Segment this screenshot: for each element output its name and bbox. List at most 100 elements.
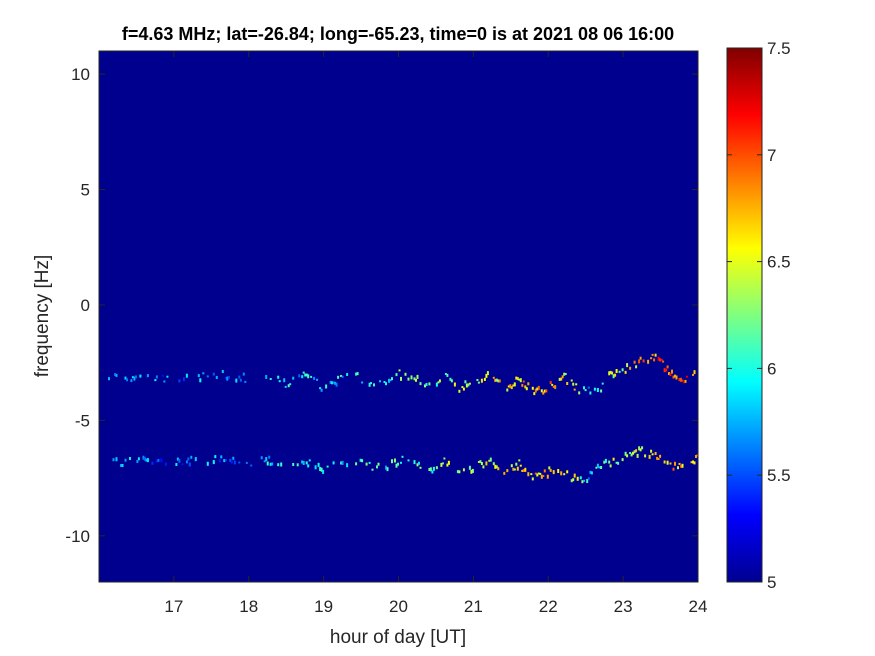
- trace-pixel: [593, 387, 596, 391]
- trace-pixel: [695, 455, 697, 458]
- trace-pixel: [581, 480, 584, 484]
- trace-pixel: [365, 462, 368, 466]
- trace-pixel: [489, 457, 492, 462]
- trace-pixel: [633, 450, 636, 454]
- trace-pixel: [531, 386, 534, 390]
- trace-pixel: [471, 468, 474, 473]
- x-axis-label: hour of day [UT]: [330, 627, 466, 648]
- trace-pixel: [440, 462, 443, 467]
- trace-pixel: [283, 378, 286, 383]
- trace-pixel: [461, 386, 464, 389]
- trace-pixel: [624, 451, 627, 456]
- trace-pixel: [604, 458, 607, 463]
- trace-pixel: [516, 466, 519, 471]
- trace-pixel: [146, 374, 149, 378]
- trace-pixel: [429, 467, 432, 472]
- trace-pixel: [518, 378, 521, 381]
- colorbar-tick-label: 5.5: [767, 466, 791, 485]
- trace-pixel: [584, 389, 587, 392]
- trace-pixel: [269, 378, 272, 380]
- trace-pixel: [131, 376, 134, 379]
- trace-pixel: [326, 465, 329, 468]
- trace-pixel: [155, 459, 158, 463]
- trace-pixel: [376, 465, 378, 469]
- trace-pixel: [356, 372, 359, 376]
- trace-pixel: [197, 374, 200, 378]
- trace-pixel: [498, 379, 501, 383]
- trace-pixel: [650, 449, 653, 453]
- trace-pixel: [600, 466, 603, 469]
- x-tick-label: 19: [314, 597, 333, 616]
- trace-pixel: [307, 374, 310, 379]
- trace-pixel: [522, 380, 525, 383]
- trace-pixel: [519, 378, 522, 383]
- trace-pixel: [513, 468, 516, 471]
- trace-pixel: [206, 375, 209, 378]
- trace-pixel: [468, 382, 471, 385]
- trace-pixel: [373, 383, 375, 387]
- trace-pixel: [431, 470, 434, 474]
- trace-pixel: [519, 464, 522, 467]
- trace-pixel: [630, 453, 633, 457]
- trace-pixel: [522, 469, 525, 472]
- trace-pixel: [449, 377, 452, 381]
- trace-pixel: [600, 389, 603, 393]
- trace-pixel: [671, 369, 673, 374]
- trace-pixel: [549, 468, 552, 472]
- trace-pixel: [477, 381, 480, 384]
- trace-pixel: [617, 461, 620, 465]
- trace-pixel: [497, 379, 500, 383]
- trace-pixel: [566, 470, 569, 474]
- trace-pixel: [589, 470, 592, 474]
- trace-pixel: [537, 472, 540, 475]
- x-tick-label: 21: [464, 597, 483, 616]
- colorbar-gradient: [726, 47, 763, 583]
- trace-pixel: [512, 467, 515, 471]
- trace-pixel: [136, 460, 139, 463]
- trace-pixel: [536, 473, 539, 477]
- trace-pixel: [302, 371, 305, 374]
- trace-pixel: [377, 462, 380, 466]
- trace-pixel: [425, 383, 428, 386]
- trace-pixel: [612, 457, 615, 461]
- trace-pixel: [175, 463, 178, 466]
- trace-pixel: [636, 453, 639, 458]
- colorbar-tick-label: 6: [767, 359, 776, 378]
- trace-pixel: [666, 365, 669, 369]
- trace-pixel: [552, 385, 555, 388]
- trace-pixel: [462, 387, 465, 391]
- trace-pixel: [480, 462, 483, 465]
- trace-pixel: [551, 383, 554, 386]
- trace-pixel: [650, 357, 653, 360]
- trace-pixel: [657, 356, 660, 361]
- x-tick-label: 22: [539, 597, 558, 616]
- trace-pixel: [143, 456, 146, 461]
- y-tick-label: -5: [75, 411, 90, 430]
- trace-pixel: [314, 465, 317, 470]
- trace-pixel: [221, 370, 224, 373]
- trace-pixel: [115, 373, 118, 377]
- trace-pixel: [263, 460, 266, 463]
- trace-pixel: [510, 464, 513, 468]
- colorbar: 5 5.5 6 6.5 7 7.5: [726, 39, 791, 592]
- trace-pixel: [190, 455, 193, 459]
- trace-pixel: [527, 382, 530, 386]
- trace-pixel: [672, 375, 675, 379]
- trace-pixel: [540, 474, 543, 479]
- trace-pixel: [340, 375, 343, 377]
- trace-pixel: [672, 467, 675, 471]
- trace-pixel: [632, 451, 635, 455]
- trace-pixel: [494, 464, 497, 469]
- trace-pixel: [609, 370, 612, 374]
- trace-pixel: [540, 389, 543, 393]
- trace-pixel: [542, 475, 545, 477]
- colorbar-tick-label: 7.5: [767, 39, 791, 58]
- trace-pixel: [483, 377, 486, 381]
- trace-pixel: [651, 353, 654, 356]
- trace-pixel: [587, 386, 590, 389]
- trace-pixel: [308, 459, 311, 462]
- trace-pixel: [391, 459, 393, 464]
- trace-pixel: [413, 377, 416, 381]
- trace-pixel: [284, 385, 287, 388]
- trace-pixel: [151, 461, 154, 465]
